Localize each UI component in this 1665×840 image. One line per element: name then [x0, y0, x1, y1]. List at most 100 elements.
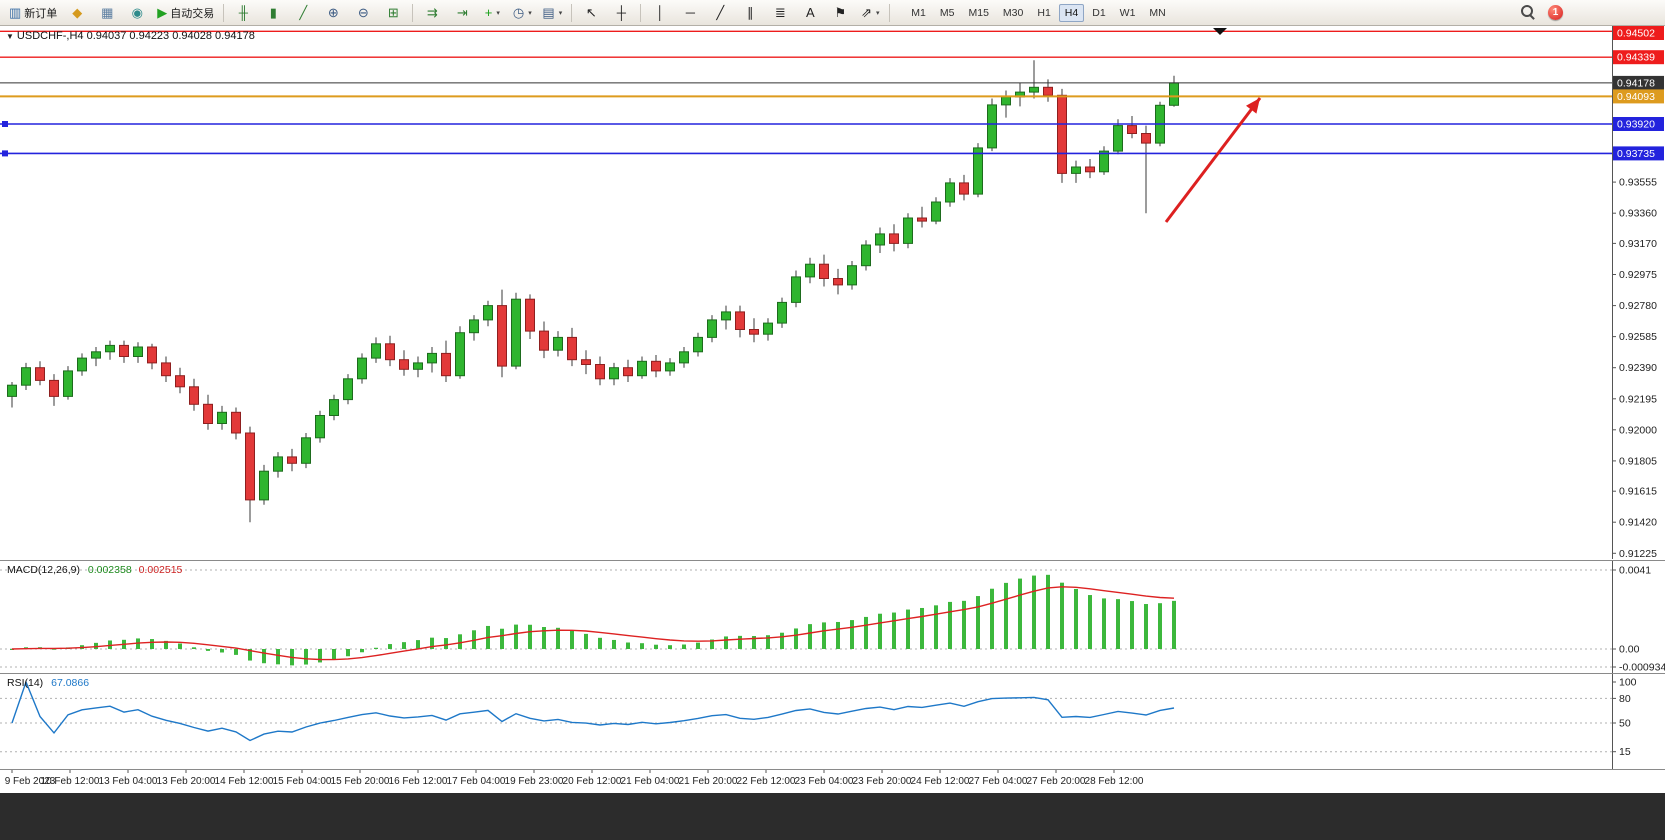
rsi-canvas[interactable]: 100 80 50 15	[0, 674, 1665, 769]
candle-body	[553, 336, 563, 351]
tile-windows-button[interactable]: ⊞	[379, 2, 407, 24]
candle-body	[693, 336, 703, 353]
svg-text:23 Feb 20:00: 23 Feb 20:00	[853, 776, 912, 787]
svg-text:13 Feb 04:00: 13 Feb 04:00	[99, 776, 158, 787]
time-axis[interactable]: 9 Feb 2023 10 Feb 12:00 13 Feb 04:00 13 Feb…	[0, 769, 1665, 793]
svg-text:0.94339: 0.94339	[1617, 52, 1655, 64]
fibonacci-button[interactable]: ≣	[766, 2, 794, 24]
candle-body	[539, 330, 549, 351]
timeframe-w1-button[interactable]: W1	[1119, 6, 1136, 19]
bar-chart-icon: ╫	[238, 5, 248, 20]
chart-shift-button[interactable]: ⇥	[448, 2, 476, 24]
text-label-button[interactable]: ⚑	[826, 2, 854, 24]
auto-scroll-button[interactable]: ⇉	[418, 2, 446, 24]
candle-body	[91, 351, 101, 359]
line-chart-button[interactable]: ╱	[289, 2, 317, 24]
metaeditor-button[interactable]: ◆	[63, 2, 91, 24]
svg-text:0.92780: 0.92780	[1619, 300, 1657, 312]
periods-button[interactable]: ◷ ▾	[508, 2, 536, 24]
autotrading-button-label: 自动交易	[170, 7, 215, 20]
candle-body	[21, 367, 31, 386]
candle-body	[749, 329, 759, 335]
candle-body	[497, 305, 507, 367]
candle-body	[763, 322, 773, 335]
rsi-panel: RSI(14) 67.0866 100 80 50 15	[0, 673, 1665, 769]
candlestick-chart-button[interactable]: ▮	[259, 2, 287, 24]
timeframe-m15-button[interactable]: M15	[968, 6, 989, 19]
svg-text:20 Feb 12:00: 20 Feb 12:00	[563, 776, 622, 787]
vertical-line-button[interactable]: │	[646, 2, 674, 24]
timeframe-mn-button[interactable]: MN	[1149, 6, 1166, 19]
svg-text:15 Feb 04:00: 15 Feb 04:00	[273, 776, 332, 787]
symbol-ohlc-label: USDCHF-,H4 0.94037 0.94223 0.94028 0.941…	[16, 30, 255, 42]
candle-body	[371, 343, 381, 359]
macd-signal-value: 0.002515	[138, 564, 183, 576]
crosshair-button[interactable]: ┼	[607, 2, 635, 24]
candle-body	[483, 305, 493, 321]
timeframe-m5-button[interactable]: M5	[939, 6, 955, 19]
svg-text:0.94093: 0.94093	[1617, 91, 1655, 103]
indicators-button[interactable]: + ▾	[478, 2, 506, 24]
templates-button[interactable]: ▤ ▾	[538, 2, 566, 24]
timeframe-h1-button[interactable]: H1	[1037, 6, 1051, 19]
blue-support-line-lower-handle[interactable]	[2, 150, 8, 157]
candle-body	[721, 311, 731, 321]
refresh-button[interactable]: ◉	[123, 2, 151, 24]
timeframe-m1-button[interactable]: M1	[911, 6, 926, 19]
svg-text:27 Feb 20:00: 27 Feb 20:00	[1027, 776, 1086, 787]
zoom-out-button[interactable]: ⊖	[349, 2, 377, 24]
scroll-marker-icon[interactable]	[1213, 28, 1227, 35]
candle-body	[735, 311, 745, 330]
bar-chart-button[interactable]: ╫	[229, 2, 257, 24]
current-price-line-price-tag	[1613, 75, 1664, 90]
candle-body	[1141, 133, 1151, 144]
candle-body	[7, 384, 17, 397]
svg-text:0.94178: 0.94178	[1617, 77, 1655, 89]
blue-support-line-upper-price-tag	[1613, 117, 1664, 131]
timeframe-d1-button[interactable]: D1	[1092, 6, 1106, 19]
coins-icon: ◆	[72, 5, 83, 20]
rsi-value: 67.0866	[51, 677, 90, 689]
channel-button[interactable]: ∥	[736, 2, 764, 24]
horizontal-line-button[interactable]: ─	[676, 2, 704, 24]
main-chart-canvas[interactable]: 0.93555 0.93360 0.93170 0.92975 0.92780 0.925…	[0, 26, 1665, 560]
candle-body	[875, 233, 885, 246]
candle-body	[805, 263, 815, 278]
trendline-button[interactable]: ╱	[706, 2, 734, 24]
candle-body	[203, 403, 213, 424]
svg-text:0.91225: 0.91225	[1619, 548, 1657, 559]
charts-window-button[interactable]: ▦	[93, 2, 121, 24]
autotrading-button[interactable]: ▶ 自动交易	[153, 2, 218, 24]
svg-text:0.93170: 0.93170	[1619, 238, 1657, 250]
level-lines-layer[interactable]	[0, 30, 1612, 157]
macd-canvas[interactable]: 0.0041 0.00 -0.000934	[0, 561, 1665, 673]
svg-text:0.91805: 0.91805	[1619, 455, 1657, 467]
one-click-trading-triangle-icon[interactable]: ▼	[6, 31, 14, 41]
zoom-in-icon: ⊕	[327, 5, 339, 20]
arrows-button[interactable]: ⇗ ▾	[856, 2, 884, 24]
notification-badge[interactable]: 1	[1548, 5, 1563, 20]
candle-body	[623, 367, 633, 377]
timeframe-m30-button[interactable]: M30	[1002, 6, 1024, 19]
trend-arrow-annotation[interactable]	[1164, 97, 1262, 223]
arrow-shapes-icon: ⇗	[861, 5, 872, 20]
candle-body	[399, 359, 409, 370]
text-button[interactable]: A	[796, 2, 824, 24]
candle-body	[973, 147, 983, 195]
price-scale[interactable]: 0.93555 0.93360 0.93170 0.92975 0.92780 0.925…	[1612, 26, 1664, 560]
candle-body	[1071, 166, 1081, 174]
blue-support-line-upper-handle[interactable]	[2, 121, 8, 127]
svg-text:14 Feb 12:00: 14 Feb 12:00	[215, 776, 274, 787]
candle-body	[679, 351, 689, 364]
candle-body	[301, 437, 311, 464]
search-icon[interactable]	[1521, 5, 1536, 20]
flag-icon: ⚑	[834, 5, 847, 20]
macd-panel: MACD(12,26,9) 0.002358 0.002515 0.0041 0.…	[0, 560, 1665, 673]
timeframe-h4-button[interactable]: H4	[1058, 3, 1085, 22]
cursor-button[interactable]: ↖	[577, 2, 605, 24]
candle-body	[861, 244, 871, 267]
new-order-button[interactable]: ▥ 新订单	[5, 2, 61, 24]
zoom-in-button[interactable]: ⊕	[319, 2, 347, 24]
candle-body	[161, 362, 171, 377]
